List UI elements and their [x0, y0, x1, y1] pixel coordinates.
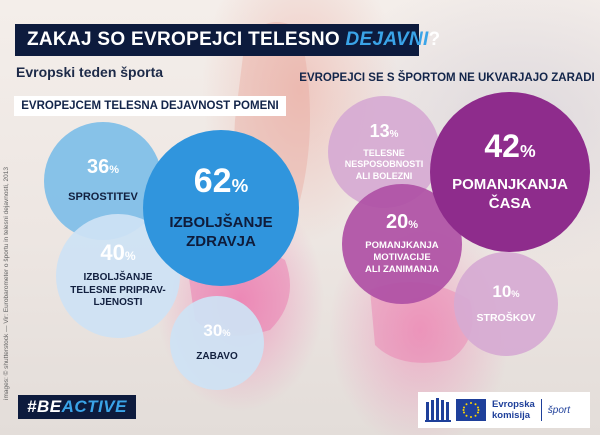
- beactive-hash: #BE: [27, 397, 62, 416]
- title-highlight: DEJAVNI: [345, 29, 429, 50]
- logo-text: Evropska komisija: [492, 398, 535, 421]
- bubble-label: POMANJKANJA MOTIVACIJE ALI ZANIMANJA: [365, 240, 439, 275]
- main-title: ZAKAJ SO EVROPEJCI TELESNO DEJAVNI?: [15, 24, 440, 56]
- bubble-label: IZBOLJŠANJE ZDRAVJA: [169, 214, 273, 250]
- bubble-percentage: 42%: [484, 128, 536, 165]
- bubble-time: 42% POMANJKANJA ČASA: [430, 92, 590, 252]
- logo-divider: [540, 399, 542, 421]
- bubble-label: POMANJKANJA ČASA: [452, 176, 568, 212]
- bubble-label: SPROSTITEV: [68, 191, 138, 204]
- beactive-badge: #BE ACTIVE: [18, 395, 136, 419]
- logo-sport-label: šport: [547, 404, 571, 416]
- left-section-heading: EVROPEJCEM TELESNA DEJAVNOST POMENI: [14, 96, 286, 116]
- european-commission-logo: Evropska komisija šport: [418, 392, 590, 428]
- bubble-label: ZABAVO: [196, 351, 238, 363]
- bubble-percentage: 20%: [385, 211, 419, 234]
- bubble-label: IZBOLJŠANJE TELESNE PRIPRAV- LJENOSTI: [70, 272, 166, 309]
- title-question-mark: ?: [428, 29, 441, 50]
- commission-building-icon: [425, 398, 451, 422]
- bubble-percentage: 10%: [492, 281, 520, 301]
- bubble-cost: 10% STROŠKOV: [454, 252, 558, 356]
- bubble-percentage: 30%: [203, 321, 231, 341]
- bubble-percentage: 62%: [193, 162, 249, 201]
- beactive-word: ACTIVE: [61, 397, 127, 416]
- bubble-health: 62% IZBOLJŠANJE ZDRAVJA: [143, 130, 299, 286]
- right-section-heading: EVROPEJCI SE S ŠPORTOM NE UKVARJAJO ZARA…: [299, 72, 595, 84]
- subtitle: Evropski teden športa: [16, 64, 164, 80]
- bubble-percentage: 40%: [100, 240, 136, 266]
- bubble-motivation: 20% POMANJKANJA MOTIVACIJE ALI ZANIMANJA: [342, 184, 462, 304]
- bubble-label: STROŠKOV: [476, 311, 536, 324]
- image-credit: images: © shutterstock — Vir: Eurobarome…: [3, 166, 10, 400]
- title-text: ZAKAJ SO EVROPEJCI TELESNO: [27, 29, 346, 50]
- bubble-label: TELESNE NESPOSOBNOSTI ALI BOLEZNI: [344, 148, 424, 181]
- eu-flag-icon: [456, 399, 486, 421]
- bubble-fun: 30% ZABAVO: [170, 296, 264, 390]
- bubble-percentage: 13%: [369, 121, 399, 142]
- bubble-percentage: 36%: [86, 156, 120, 179]
